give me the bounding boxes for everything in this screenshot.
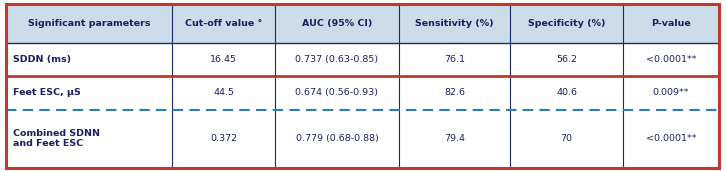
Text: Combined SDNN
and Feet ESC: Combined SDNN and Feet ESC [13,129,100,148]
Text: Sensitivity (%): Sensitivity (%) [415,19,494,28]
Text: Significant parameters: Significant parameters [28,19,150,28]
Text: 0.372: 0.372 [210,134,237,143]
Text: 0.674 (0.56-0.93): 0.674 (0.56-0.93) [296,88,378,98]
Text: Cut-off value °: Cut-off value ° [185,19,262,28]
Text: Specificity (%): Specificity (%) [528,19,605,28]
Text: AUC (95% CI): AUC (95% CI) [302,19,372,28]
Bar [6,4,719,43]
Text: SDDN (ms): SDDN (ms) [13,55,71,64]
Text: 0.737 (0.63-0.85): 0.737 (0.63-0.85) [295,55,378,64]
Text: 76.1: 76.1 [444,55,465,64]
Text: 44.5: 44.5 [213,88,234,98]
Text: <0.0001**: <0.0001** [646,55,696,64]
Text: 40.6: 40.6 [556,88,577,98]
Text: 0.009**: 0.009** [652,88,689,98]
Text: Feet ESC, μS: Feet ESC, μS [13,88,80,98]
Text: P-value: P-value [651,19,691,28]
Text: 70: 70 [560,134,573,143]
Text: 79.4: 79.4 [444,134,465,143]
Text: 0.779 (0.68-0.88): 0.779 (0.68-0.88) [296,134,378,143]
Text: 56.2: 56.2 [556,55,577,64]
Text: 82.6: 82.6 [444,88,465,98]
Text: <0.0001**: <0.0001** [646,134,696,143]
Text: 16.45: 16.45 [210,55,237,64]
